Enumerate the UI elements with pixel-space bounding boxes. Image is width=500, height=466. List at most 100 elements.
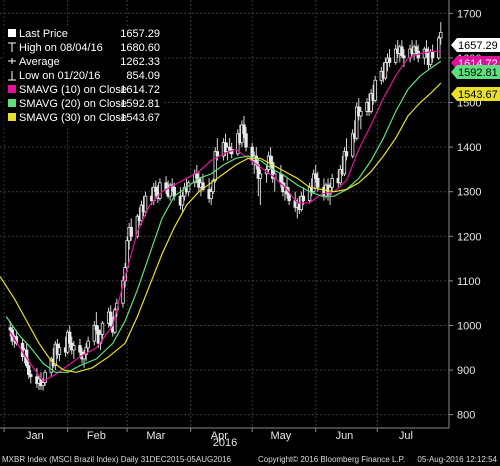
average-marker-icon [8, 58, 16, 64]
candle-body [68, 331, 72, 344]
candle [139, 200, 144, 226]
candle [29, 370, 33, 384]
price-tag-label: 1657.29 [458, 40, 498, 52]
candle-body [414, 46, 418, 52]
ytick-label-900: 900 [457, 365, 475, 377]
candle-body [98, 333, 103, 344]
candle [84, 343, 88, 362]
candle-body [268, 155, 273, 164]
ytick-label-1300: 1300 [457, 187, 481, 199]
candle [258, 169, 263, 206]
last-price-swatch-icon [8, 29, 16, 37]
candle-body [211, 180, 215, 193]
candle-body [430, 50, 435, 59]
candle [27, 358, 31, 379]
candle-body [256, 164, 261, 179]
candle-body [41, 382, 45, 387]
legend-entry: Low on 01/20/16 854.09 [8, 70, 160, 82]
candle-body [424, 48, 429, 54]
candle-body [342, 151, 347, 175]
ytick-label-1400: 1400 [457, 142, 481, 154]
candle-body [387, 57, 392, 63]
candle-body [250, 146, 254, 161]
x-axis-ticks: Jan Feb Mar Apr May Jun Jul [3, 428, 413, 442]
legend-background [4, 27, 162, 128]
candle [86, 336, 90, 353]
legend-label: SMAVG (10) on Close [19, 84, 127, 96]
candle [53, 341, 58, 371]
candle [369, 89, 373, 114]
legend-value: 1592.81 [120, 98, 160, 110]
legend-label: Low on 01/20/16 [19, 70, 100, 82]
legend-label: Last Price [19, 28, 68, 40]
footer-index-label: MXBR Index (MSCI Brazil Index) Daily 31D… [2, 455, 232, 464]
ytick-label-1200: 1200 [457, 231, 481, 243]
series-line-sma30 [0, 82, 442, 373]
candle [72, 341, 76, 359]
candle [94, 312, 99, 335]
candle-body [57, 347, 62, 355]
candle-body [258, 173, 263, 179]
candle-body [180, 195, 185, 206]
legend-value: 1680.60 [120, 42, 160, 54]
candle-body [86, 340, 90, 349]
candle-body [316, 177, 320, 188]
candle-body [314, 173, 318, 179]
candle-body [236, 133, 240, 155]
xtick-label-jul: Jul [399, 430, 413, 442]
candle-body [437, 37, 441, 59]
candle [168, 182, 172, 201]
series-swatch-icon [8, 113, 16, 121]
candle-body [330, 177, 334, 188]
candle-body [359, 111, 363, 117]
candle-body [301, 195, 306, 202]
xtick-label-feb: Feb [87, 430, 106, 442]
candle-body [439, 32, 443, 39]
candle-body [8, 327, 12, 331]
series-swatch-icon [8, 85, 16, 93]
legend-label: SMAVG (30) on Close [19, 112, 127, 124]
legend: Last Price 1657.29 High on 08/04/16 1680.60… [4, 27, 162, 128]
candle-body [84, 347, 88, 355]
candle-body [350, 133, 355, 157]
candle [92, 321, 97, 346]
moving-averages [0, 50, 442, 382]
candle [242, 115, 246, 139]
candle [383, 57, 388, 81]
legend-entry: High on 08/04/16 1680.60 [8, 42, 160, 54]
candle-body [29, 374, 33, 378]
candle [301, 187, 306, 206]
price-tag-box [451, 87, 500, 101]
candle-body [125, 240, 129, 268]
legend-entry: Average 1262.33 [8, 56, 160, 68]
candle-body [400, 46, 404, 57]
legend-value: 1657.29 [120, 28, 160, 40]
candle [100, 321, 105, 342]
price-tag-label: 1592.81 [458, 67, 498, 79]
candle-body [209, 191, 213, 199]
candle-body [373, 79, 377, 101]
candle-body [109, 311, 113, 326]
candle [98, 329, 103, 350]
candle [143, 191, 148, 217]
candle-body [279, 173, 283, 184]
candle [342, 147, 347, 177]
candle [43, 370, 47, 386]
legend-label: High on 08/04/16 [19, 42, 103, 54]
candle [338, 164, 343, 186]
candle [158, 178, 162, 201]
price-tag-1657.29: 1657.29 [451, 38, 500, 52]
candle-body [393, 48, 398, 63]
candle-body [100, 322, 105, 335]
candle [350, 129, 355, 159]
candle [8, 321, 12, 337]
candle [135, 214, 140, 239]
high-marker-icon [8, 42, 16, 52]
candle-body [227, 146, 232, 150]
price-tag-box [451, 38, 500, 52]
legend-entry: Last Price 1657.29 [8, 28, 160, 40]
candle [424, 40, 429, 58]
